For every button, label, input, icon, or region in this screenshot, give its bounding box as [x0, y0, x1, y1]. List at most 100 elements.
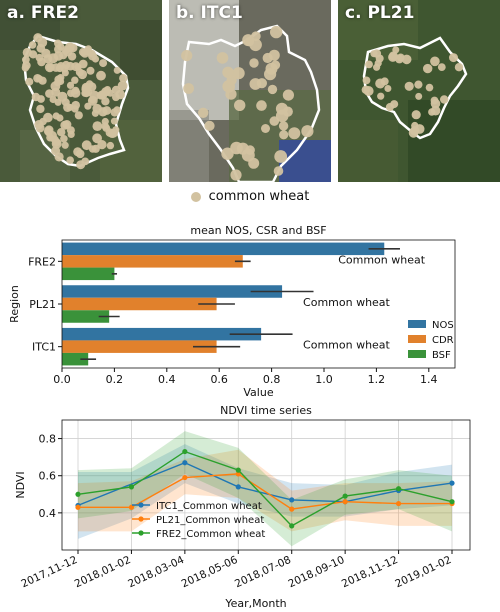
x-tick-label: 2018,11-12	[340, 554, 400, 590]
wheat-point	[242, 34, 255, 47]
wheat-point	[430, 98, 441, 109]
wheat-point	[57, 128, 66, 137]
wheat-point	[222, 66, 234, 79]
wheat-point	[423, 63, 433, 74]
wheat-point	[384, 85, 392, 92]
bar-annotation: Common wheat	[303, 339, 391, 352]
wheat-point	[430, 56, 440, 67]
legend-marker	[138, 502, 144, 508]
wheat-point	[74, 63, 82, 71]
data-point	[235, 467, 241, 473]
wheat-point	[107, 129, 117, 139]
wheat-point	[91, 55, 100, 63]
bar-annotation: Common wheat	[303, 296, 391, 309]
wheat-point	[66, 156, 74, 164]
x-tick-label: 1.0	[315, 373, 333, 386]
map-panel-pl21: c. PL21	[338, 0, 500, 182]
data-point	[75, 491, 81, 497]
legend-dot-icon	[190, 191, 201, 202]
x-tick-label: 2018,03-04	[126, 554, 186, 591]
wheat-point	[415, 92, 423, 100]
wheat-point	[404, 81, 414, 91]
bar	[62, 310, 110, 323]
wheat-point	[115, 89, 125, 100]
wheat-point	[46, 63, 54, 72]
wheat-point	[437, 63, 446, 71]
wheat-point	[81, 140, 92, 151]
x-tick-label: 2017,11-12	[19, 554, 79, 590]
wheat-point	[61, 141, 69, 149]
wheat-point	[361, 85, 370, 95]
wheat-point	[56, 114, 64, 122]
plot-frame	[61, 419, 471, 551]
bar	[62, 352, 89, 366]
wheat-point	[183, 83, 194, 94]
wheat-point	[273, 166, 284, 176]
wheat-point	[81, 157, 90, 166]
wheat-point	[234, 99, 246, 112]
panel-label-fre2: a. FRE2	[7, 3, 79, 23]
wheat-point	[226, 75, 237, 86]
wheat-point	[274, 150, 288, 163]
wheat-point	[278, 121, 289, 131]
x-tick-label: 2018,07-08	[233, 554, 293, 590]
wheat-point	[86, 66, 95, 75]
wheat-point	[262, 52, 273, 64]
wheat-point	[97, 140, 107, 150]
data-point	[289, 497, 295, 503]
legend-label: BSF	[432, 350, 451, 361]
wheat-point	[428, 108, 436, 116]
wheat-point	[36, 104, 45, 114]
wheat-point	[414, 80, 423, 89]
wheat-point	[110, 117, 118, 125]
wheat-point	[380, 77, 389, 86]
bar	[62, 255, 243, 268]
bar-chart: mean NOS, CSR and BSF FRE2 Common wheat PL2…	[8, 224, 456, 399]
wheat-point	[241, 148, 255, 162]
data-point	[395, 486, 402, 492]
series-line	[77, 450, 453, 527]
wheat-point	[54, 98, 62, 106]
wheat-point	[270, 60, 281, 70]
wheat-point	[282, 106, 293, 117]
data-point	[182, 474, 188, 481]
data-point	[395, 500, 402, 507]
bar	[62, 297, 217, 311]
wheat-point	[36, 43, 46, 53]
panel-label-pl21: c. PL21	[345, 3, 415, 23]
legend-swatch	[408, 350, 426, 358]
legend-label: NOS	[432, 320, 454, 331]
map-legend-label: common wheat	[208, 189, 310, 204]
wheat-point	[119, 74, 128, 83]
legend-swatch	[408, 320, 426, 328]
wheat-point	[43, 54, 53, 64]
wheat-point	[249, 78, 262, 90]
wheat-point	[60, 120, 70, 130]
wheat-point	[71, 86, 80, 95]
wheat-point	[270, 25, 283, 39]
legend-label: ITC1_Common wheat	[156, 501, 262, 512]
data-point	[182, 448, 188, 455]
y-axis-label: Region	[8, 285, 21, 323]
wheat-point	[31, 92, 41, 102]
region-boundary-pl21	[362, 36, 468, 140]
x-tick-label: 0.0	[53, 373, 71, 386]
wheat-point	[440, 95, 449, 104]
wheat-point	[198, 107, 209, 119]
wheat-point	[44, 125, 54, 135]
x-tick-label: 0.8	[263, 373, 281, 386]
wheat-point	[83, 87, 93, 97]
wheat-point	[71, 76, 79, 84]
wheat-point	[117, 80, 128, 91]
wheat-point	[99, 59, 108, 68]
line-chart-title: NDVI time series	[220, 404, 312, 417]
wheat-point	[74, 111, 83, 120]
data-point	[75, 504, 81, 510]
map-panel-itc1: b. ITC1	[169, 0, 331, 182]
wheat-point	[225, 88, 237, 100]
wheat-point	[301, 125, 314, 138]
map-panel-fre2: a. FRE2	[0, 0, 162, 182]
wheat-point	[365, 60, 373, 69]
y-tick-label: ITC1	[32, 341, 56, 354]
wheat-point	[216, 52, 229, 64]
